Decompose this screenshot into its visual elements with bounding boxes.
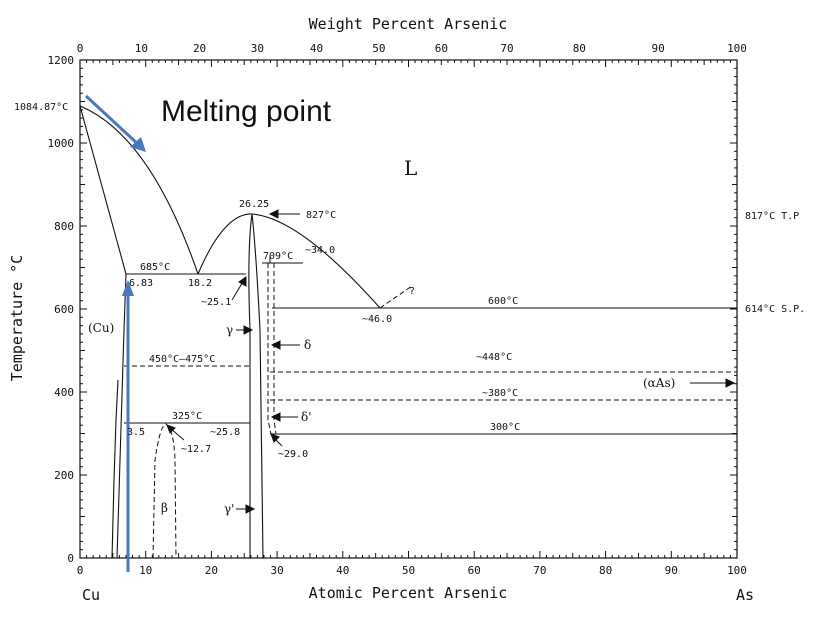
x-tick-label: 0 bbox=[77, 564, 84, 577]
label-460: ~46.0 bbox=[362, 314, 392, 325]
x-tick-label: 50 bbox=[402, 564, 415, 577]
label-709: 709°C bbox=[263, 251, 293, 262]
top-tick-label: 10 bbox=[135, 42, 148, 55]
beta-label: β bbox=[161, 501, 168, 515]
top-tick-label: 50 bbox=[372, 42, 385, 55]
top-tick-label: 90 bbox=[652, 42, 665, 55]
liquid-phase-label: L bbox=[404, 156, 417, 180]
x-tick-label: 60 bbox=[468, 564, 481, 577]
cu-composition-arrow bbox=[122, 280, 134, 572]
top-tick-label: 40 bbox=[310, 42, 323, 55]
label-258: ~25.8 bbox=[210, 427, 240, 438]
y-tick-label: 0 bbox=[67, 552, 74, 565]
bottom-axis-title: Atomic Percent Arsenic bbox=[309, 584, 508, 602]
gamma-label: γ bbox=[226, 323, 233, 337]
solidus-cu bbox=[79, 105, 127, 559]
delta-boundary-left bbox=[267, 263, 272, 435]
callout-arrows bbox=[166, 209, 736, 514]
label-683: 6.83 bbox=[129, 278, 153, 289]
label-340: ~34.0 bbox=[305, 245, 335, 256]
y-tick-label: 1000 bbox=[48, 137, 75, 150]
melting-point-arrow bbox=[84, 94, 146, 152]
label-827: 827°C bbox=[306, 210, 336, 221]
plot-frame bbox=[79, 59, 738, 559]
axis-ticks: 0 10 20 30 40 50 60 70 80 90 1000 10 20 30 40 50 60 70 80 9… bbox=[48, 42, 747, 577]
label-817-tp: 817°C T.P bbox=[745, 211, 799, 222]
label-448: ~448°C bbox=[476, 352, 512, 363]
y-tick-label: 800 bbox=[54, 220, 74, 233]
x-tick-label: 90 bbox=[665, 564, 678, 577]
top-tick-label: 20 bbox=[193, 42, 206, 55]
gamma-right-boundary bbox=[251, 213, 264, 559]
x-tick-label: 70 bbox=[533, 564, 546, 577]
label-614-sp: 614°C S.P. bbox=[745, 304, 805, 315]
top-tick-label: 30 bbox=[251, 42, 264, 55]
delta-boundary-right bbox=[273, 263, 277, 435]
label-251: ~25.1 bbox=[201, 297, 231, 308]
delta-label: δ bbox=[304, 338, 311, 352]
x-tick-label: 80 bbox=[599, 564, 612, 577]
melting-point-annotation: Melting point bbox=[161, 95, 332, 128]
right-element-label: As bbox=[736, 586, 754, 604]
liquidus-cu-side bbox=[79, 105, 199, 275]
alpha-as-phase-label: (αAs) bbox=[643, 376, 675, 390]
cu-melt-label: 1084.87°C bbox=[14, 102, 68, 113]
x-tick-label: 100 bbox=[727, 564, 747, 577]
gamma-prime-label: γ' bbox=[224, 502, 234, 516]
y-tick-label: 400 bbox=[54, 386, 74, 399]
top-tick-label: 70 bbox=[500, 42, 513, 55]
y-tick-label: 200 bbox=[54, 469, 74, 482]
beta-dome bbox=[152, 423, 177, 559]
top-tick-label: 60 bbox=[435, 42, 448, 55]
top-tick-label: 80 bbox=[573, 42, 586, 55]
liquidus-dome bbox=[197, 213, 381, 309]
label-35: 3.5 bbox=[127, 427, 145, 438]
label-600: 600°C bbox=[488, 296, 518, 307]
label-380: ~380°C bbox=[482, 388, 518, 399]
top-tick-label: 100 bbox=[727, 42, 747, 55]
top-axis-title: Weight Percent Arsenic bbox=[309, 15, 508, 33]
delta-prime-label: δ' bbox=[301, 410, 312, 424]
label-question: ? bbox=[409, 286, 415, 297]
label-127: ~12.7 bbox=[181, 444, 211, 455]
label-2625: 26.25 bbox=[239, 199, 269, 210]
label-300: 300°C bbox=[490, 422, 520, 433]
y-tick-label: 600 bbox=[54, 303, 74, 316]
x-tick-label: 10 bbox=[139, 564, 152, 577]
label-182: 18.2 bbox=[188, 278, 212, 289]
x-tick-label: 40 bbox=[336, 564, 349, 577]
y-tick-label: 1200 bbox=[48, 54, 75, 67]
label-290: ~29.0 bbox=[278, 449, 308, 460]
gamma-left-boundary bbox=[248, 213, 253, 558]
x-tick-label: 20 bbox=[205, 564, 218, 577]
label-685: 685°C bbox=[140, 262, 170, 273]
y-axis-title: Temperature °C bbox=[8, 255, 26, 381]
left-element-label: Cu bbox=[82, 586, 100, 604]
question-extension bbox=[379, 285, 413, 309]
cu-solvus-lower bbox=[111, 379, 119, 559]
top-tick-label: 0 bbox=[77, 42, 84, 55]
x-tick-label: 30 bbox=[270, 564, 283, 577]
cu-phase-label: (Cu) bbox=[88, 321, 114, 335]
label-325: 325°C bbox=[172, 411, 202, 422]
label-450-475: 450°C–475°C bbox=[149, 354, 215, 365]
